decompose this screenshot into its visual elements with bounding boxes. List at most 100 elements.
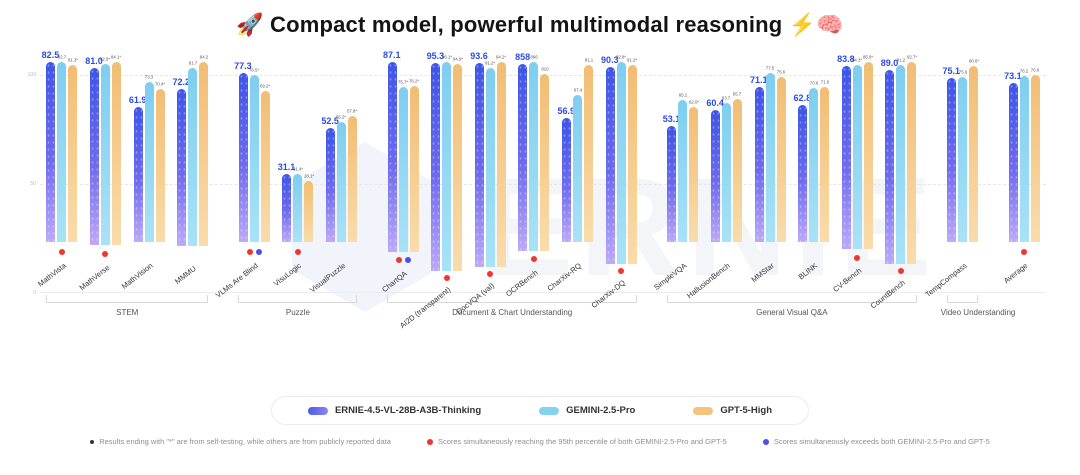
legend-label-gemini: GEMINI-2.5-Pro xyxy=(566,405,636,416)
gpt-bar-value: 81.3* xyxy=(67,58,78,64)
category-label: Puzzle xyxy=(285,308,310,317)
gemini-bar xyxy=(1019,76,1029,243)
ernie-barwrap: 90.3 xyxy=(601,55,619,264)
ernie-bar xyxy=(46,62,56,243)
red-dot-marker-icon xyxy=(58,248,65,255)
ernie-bar xyxy=(798,105,808,243)
ernie-barwrap: 95.3 xyxy=(427,51,444,271)
gpt-bar xyxy=(969,66,979,243)
gpt-barwrap: 80.6* xyxy=(969,60,979,243)
ernie-bar-value: 72.2 xyxy=(172,77,191,87)
gemini-bar xyxy=(896,65,906,264)
ernie-bar-value: 93.6 xyxy=(470,51,488,61)
gemini-barwrap: 91.2 xyxy=(896,59,906,264)
ernie-bar-value: 31.1 xyxy=(277,162,296,173)
gemini-bar-value: 76.2 xyxy=(1019,69,1029,75)
gpt-bar-value: 81.1 xyxy=(584,58,593,64)
ernie-bar xyxy=(238,73,248,243)
ernie-barwrap: 87.1 xyxy=(383,50,401,252)
category-section: 87.1 75.7* 76.2* ChartQA 95.3 96.1* 94.9* AI2D … xyxy=(380,50,643,330)
ernie-bar xyxy=(562,118,572,243)
gpt-barwrap: 84.2 xyxy=(199,56,209,246)
red-dot-marker-icon xyxy=(530,256,537,263)
benchmark-label: BLINK xyxy=(796,261,820,282)
gpt-barwrap: 81.1 xyxy=(584,58,594,243)
marker-dots xyxy=(854,249,861,262)
gpt-barwrap: 91.2* xyxy=(627,59,637,264)
benchmark-column: 90.3 92.8* 91.2* CharXiv-DQ xyxy=(589,55,641,310)
red-dot-marker-icon xyxy=(854,254,861,261)
gemini-barwrap: 75.7* xyxy=(398,62,408,252)
category-bracket xyxy=(946,295,979,303)
gemini-bar xyxy=(529,62,539,251)
gemini-bar xyxy=(678,100,688,243)
gpt-barwrap: 70.4* xyxy=(155,62,165,243)
gpt-bar xyxy=(496,62,506,267)
ernie-barwrap: 62.8 xyxy=(794,62,811,243)
ernie-bar xyxy=(885,70,895,264)
gemini-bar xyxy=(765,73,775,243)
gemini-bar xyxy=(442,62,452,271)
red-dot-marker-icon xyxy=(1021,248,1028,255)
benchmark-column: 71.1 77.5 75.6 MMStar xyxy=(749,62,790,293)
gpt-bar-value: 71.0 xyxy=(820,80,829,86)
ernie-bar-value: 73.1 xyxy=(1004,71,1022,82)
footnote-exceeds: Scores simultaneously exceeds both GEMIN… xyxy=(762,437,990,446)
gpt-bar-value: 57.8* xyxy=(347,109,358,115)
ernie-bar-value: 90.3 xyxy=(601,55,619,65)
gpt-bar xyxy=(1030,75,1040,243)
gpt-bar xyxy=(260,91,270,243)
gemini-bar xyxy=(144,82,154,243)
ernie-barwrap: 71.1 xyxy=(750,62,767,243)
gpt-barwrap: 76.2* xyxy=(409,62,420,252)
benchmark-column: 87.1 75.7* 76.2* ChartQA xyxy=(380,50,423,294)
benchmark-label: MathVista xyxy=(35,261,68,289)
gemini-bar-value: 63.7 xyxy=(722,96,731,102)
benchmark-column: 62.8 70.6 71.0 BLINK xyxy=(794,62,834,293)
gpt-barwrap: 94.9* xyxy=(453,58,463,271)
ernie-barwrap: 81.0 xyxy=(85,56,103,245)
footnote-self-testing: Results ending with "*" are from self-te… xyxy=(90,437,391,446)
blue-dot-marker-icon xyxy=(404,257,411,264)
gemini-barwrap: 73.3 xyxy=(144,62,154,243)
red-dot-marker-icon xyxy=(487,271,494,277)
legend-label-gpt: GPT-5-High xyxy=(720,405,773,416)
y-axis-tick-100: 100 xyxy=(27,72,36,78)
benchmark-label: MMMU xyxy=(173,264,199,287)
gemini-bar xyxy=(188,68,198,246)
ernie-bar-value: 89.0 xyxy=(880,58,899,68)
gemini-bar-value: 67.4 xyxy=(573,88,582,94)
category-label: Video Understanding xyxy=(940,308,1016,317)
ernie-bar xyxy=(1008,83,1018,243)
gemini-bar-value: 77.5 xyxy=(765,66,775,72)
gpt-barwrap: 94.2* xyxy=(496,56,506,267)
ernie-bar xyxy=(518,64,528,251)
ernie-bar-value: 53.1 xyxy=(662,114,681,125)
category-label: Document & Chart Understanding xyxy=(452,308,573,317)
ernie-bar-value: 61.9 xyxy=(128,95,147,106)
gemini-bar-value: 31.4* xyxy=(292,167,303,173)
marker-dots xyxy=(102,245,109,259)
ernie-bar xyxy=(754,87,764,243)
gpt-bar xyxy=(199,62,209,246)
marker-dots xyxy=(897,264,904,274)
ernie-barwrap: 89.0 xyxy=(881,58,898,264)
category-bracket xyxy=(238,295,358,303)
gemini-barwrap: 84.3* xyxy=(852,59,862,249)
gemini-barwrap: 91.2* xyxy=(485,62,495,267)
gpt-barwrap: 92.7* xyxy=(907,56,917,264)
gemini-bar-value: 81.7 xyxy=(188,61,197,66)
benchmark-column: 53.1 65.1 62.0* SimpleVQA xyxy=(652,62,703,293)
category-section: 82.5 82.7 81.3* MathVista 81.0 82.9* 84.1* Math… xyxy=(36,50,214,317)
ernie-bar-value: 77.3 xyxy=(234,61,252,72)
gpt-bar-value: 76.2* xyxy=(409,79,420,84)
gpt-bar xyxy=(907,62,917,264)
marker-dots xyxy=(443,271,450,281)
legend-label-ernie: ERNIE-4.5-VL-28B-A3B-Thinking xyxy=(334,405,482,416)
ernie-bar xyxy=(474,63,484,267)
gpt-bar-value: 62.0* xyxy=(688,100,699,106)
red-dot-marker-icon xyxy=(443,275,450,281)
category-label: General Visual Q&A xyxy=(756,308,828,317)
benchmark-column: 95.3 96.1* 94.9* AI2D (transparent) xyxy=(398,51,467,330)
gemini-barwrap: 82.7 xyxy=(57,56,67,243)
